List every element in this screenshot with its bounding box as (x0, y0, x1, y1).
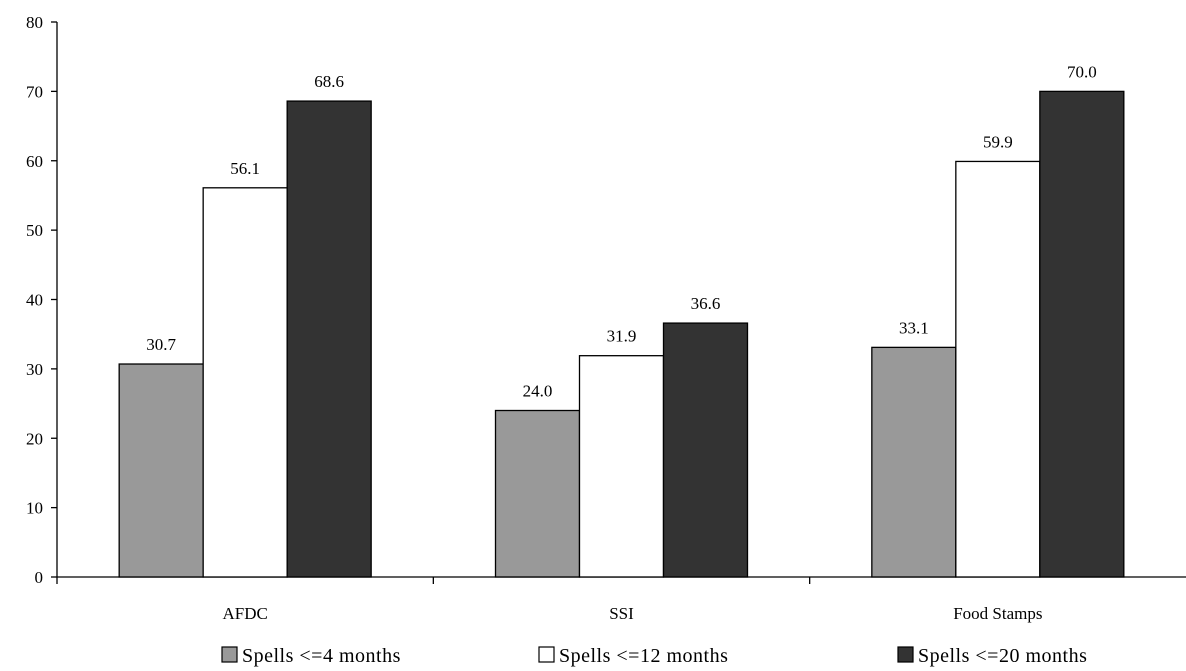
legend-label: Spells <=20 months (918, 645, 1087, 667)
bar (662, 322, 749, 578)
y-tick-label: 0 (35, 568, 44, 587)
y-tick-label: 30 (26, 360, 43, 379)
bar-value-label: 70.0 (1067, 62, 1097, 81)
y-tick-label: 60 (26, 152, 43, 171)
y-tick-label: 50 (26, 221, 43, 240)
bar-value-label: 30.7 (146, 335, 176, 354)
y-tick-label: 80 (26, 13, 43, 32)
bar-value-label: 31.9 (607, 327, 637, 346)
bar-value-label: 56.1 (230, 159, 260, 178)
y-tick-label: 40 (26, 291, 43, 310)
legend-label: Spells <=12 months (559, 645, 728, 667)
bar (955, 160, 1041, 578)
bar (578, 355, 665, 578)
bar (202, 187, 288, 578)
bar-value-label: 36.6 (691, 294, 721, 313)
bar-value-label: 24.0 (523, 382, 553, 401)
bar (286, 100, 372, 578)
bar (1039, 90, 1125, 578)
bar-value-label: 59.9 (983, 132, 1013, 151)
bar-value-label: 33.1 (899, 318, 929, 337)
legend-swatch (221, 646, 238, 663)
x-axis: AFDC SSI Food Stamps (56, 576, 1186, 623)
x-category-label: Food Stamps (953, 604, 1042, 623)
legend-swatch (538, 646, 555, 663)
bar (871, 346, 957, 578)
x-category-label: SSI (609, 604, 634, 623)
legend: Spells <=4 months Spells <=12 months Spell… (221, 645, 1087, 667)
data-labels: 30.7 56.1 68.6 24.0 31.9 36.6 33.1 59.9 70.0 (146, 62, 1096, 400)
y-axis: 0 10 20 30 40 50 60 70 80 (26, 13, 58, 587)
legend-swatch (897, 646, 914, 663)
y-tick-label: 10 (26, 499, 43, 518)
bars (118, 90, 1125, 578)
y-tick-label: 70 (26, 82, 43, 101)
bar-value-label: 68.6 (314, 72, 344, 91)
legend-label: Spells <=4 months (242, 645, 401, 667)
y-tick-label: 20 (26, 429, 43, 448)
bar (118, 363, 204, 578)
x-category-label: AFDC (222, 604, 267, 623)
bar (494, 409, 581, 578)
